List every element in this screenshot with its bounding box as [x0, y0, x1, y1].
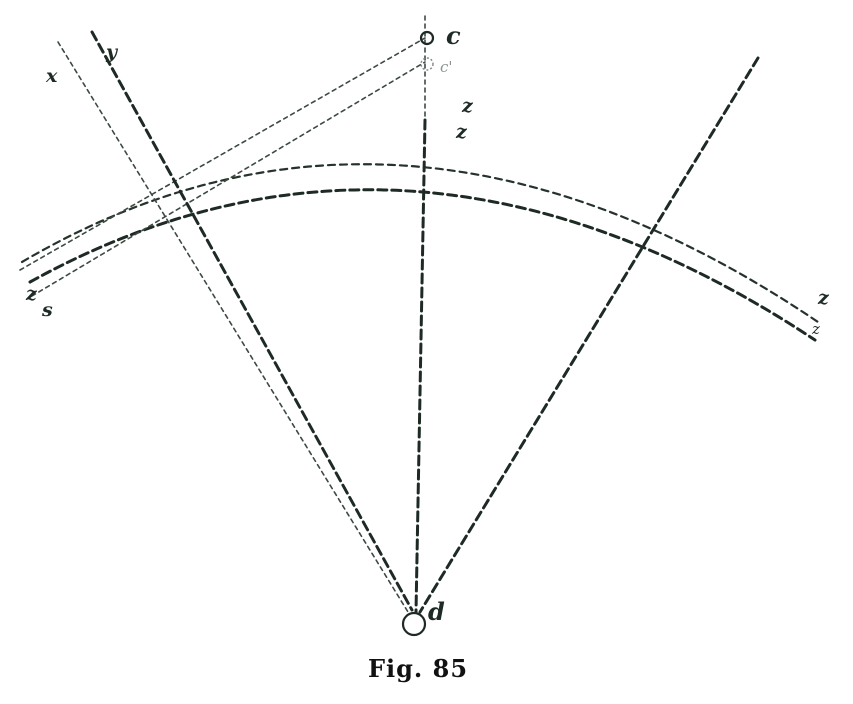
tangent-line-c — [19, 37, 426, 271]
radial-line-x — [57, 41, 409, 613]
center-line-c-d — [414, 118, 427, 614]
label-z-right: z — [817, 287, 830, 309]
label-z-right-inner: z — [811, 320, 820, 338]
label-s-left: s — [41, 299, 53, 321]
label-z-top-outer: z — [461, 95, 474, 117]
label-x: x — [45, 65, 58, 87]
radial-line-y — [90, 30, 414, 612]
radial-line-right — [418, 56, 760, 614]
point-c-prime-circle — [420, 57, 434, 71]
label-y: y — [105, 41, 119, 63]
label-c: c — [446, 21, 461, 50]
label-c-prime: c' — [440, 58, 453, 76]
point-d-circle — [401, 611, 427, 637]
label-z-top-inner: z — [455, 121, 468, 143]
figure-caption: Fig. 85 — [368, 654, 468, 683]
point-c-circle — [419, 30, 435, 46]
tangent-line-c-prime — [31, 61, 426, 297]
label-d: d — [428, 597, 445, 626]
inner-arc-s — [28, 188, 817, 342]
label-z-left: z — [25, 283, 38, 305]
outer-arc-z — [20, 163, 820, 324]
